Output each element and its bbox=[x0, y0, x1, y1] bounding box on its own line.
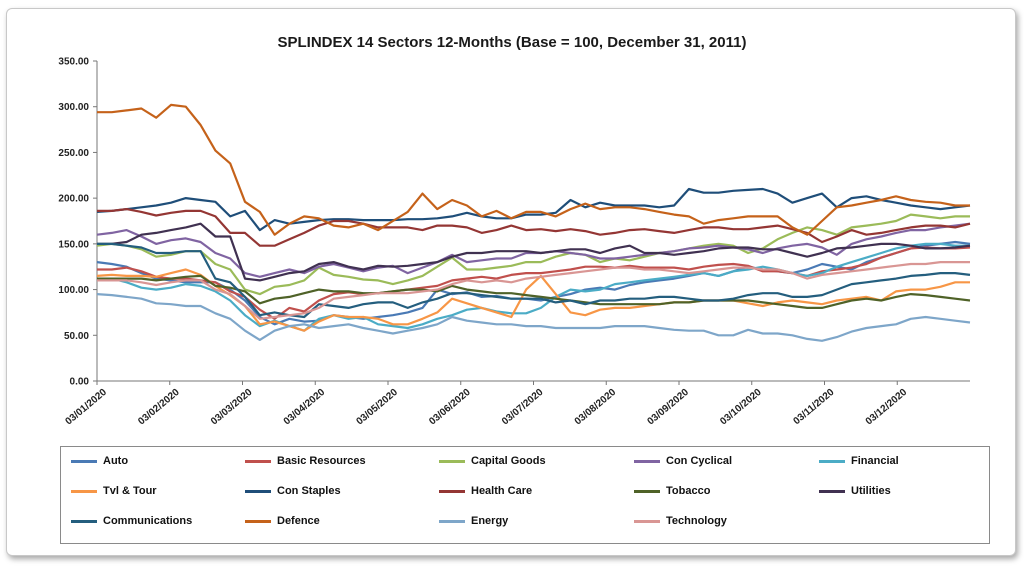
legend-label: Financial bbox=[851, 455, 899, 467]
legend-item: Basic Resources bbox=[245, 455, 366, 467]
y-tick-label: 350.00 bbox=[58, 57, 89, 68]
chart-title: SPLINDEX 14 Sectors 12-Months (Base = 10… bbox=[277, 34, 747, 51]
legend-label: Technology bbox=[666, 515, 727, 527]
legend-item: Defence bbox=[245, 515, 320, 527]
legend-item: Tvl & Tour bbox=[71, 485, 157, 497]
series-line-communications bbox=[97, 242, 971, 319]
legend-swatch bbox=[71, 519, 97, 523]
legend-label: Con Staples bbox=[277, 485, 341, 497]
legend-label: Basic Resources bbox=[277, 455, 366, 467]
legend-swatch bbox=[71, 489, 97, 493]
plot-area: 0.00 50.00 100.00 150.00 200.00 250.00 300.00 3… bbox=[58, 57, 971, 428]
y-tick-label: 300.00 bbox=[58, 102, 89, 113]
x-tick-label: 03/10/2020 bbox=[718, 387, 764, 428]
legend-swatch bbox=[71, 459, 97, 463]
legend-item: Energy bbox=[439, 515, 508, 527]
legend-swatch bbox=[634, 459, 660, 463]
legend-swatch bbox=[634, 489, 660, 493]
legend-swatch bbox=[245, 459, 271, 463]
series-line-con-staples bbox=[96, 187, 971, 232]
legend-swatch bbox=[819, 459, 845, 463]
series-line-health-care bbox=[97, 208, 971, 247]
series-line-defence bbox=[97, 103, 970, 236]
x-tick-label: 03/07/2020 bbox=[500, 387, 546, 428]
legend-label: Con Cyclical bbox=[666, 455, 733, 467]
legend-label: Health Care bbox=[471, 485, 533, 497]
legend-label: Utilities bbox=[851, 485, 891, 497]
legend-swatch bbox=[439, 519, 465, 523]
legend-swatch bbox=[634, 519, 660, 523]
legend-swatch bbox=[439, 489, 465, 493]
legend-swatch bbox=[245, 489, 271, 493]
legend-label: Auto bbox=[103, 455, 129, 467]
y-tick-label: 250.00 bbox=[58, 148, 89, 159]
series-line-energy bbox=[96, 293, 971, 342]
legend-item: Capital Goods bbox=[439, 455, 546, 467]
x-tick-label: 03/03/2020 bbox=[209, 387, 255, 428]
legend-item: Tobacco bbox=[634, 485, 710, 497]
legend-swatch bbox=[245, 519, 271, 523]
x-tick-label: 03/11/2020 bbox=[791, 387, 836, 428]
legend-swatch bbox=[819, 489, 845, 493]
y-tick-label: 50.00 bbox=[64, 331, 89, 342]
legend-item: Con Cyclical bbox=[634, 455, 732, 467]
legend-item: Health Care bbox=[439, 485, 532, 497]
legend-item: Utilities bbox=[819, 485, 891, 497]
y-tick-label: 150.00 bbox=[58, 239, 89, 250]
legend-label: Communications bbox=[103, 515, 193, 527]
series-line-tobacco bbox=[97, 274, 971, 309]
x-tick-label: 03/04/2020 bbox=[282, 387, 328, 428]
legend-label: Tvl & Tour bbox=[103, 485, 157, 497]
legend-item: Con Staples bbox=[245, 485, 341, 497]
legend-label: Defence bbox=[277, 515, 320, 527]
y-tick-label: 200.00 bbox=[58, 194, 89, 205]
x-tick-label: 03/06/2020 bbox=[427, 387, 473, 428]
y-tick-label: 0.00 bbox=[70, 377, 90, 388]
legend-item: Communications bbox=[71, 515, 192, 527]
legend-swatch bbox=[439, 459, 465, 463]
legend-item: Financial bbox=[819, 455, 899, 467]
x-tick-label: 03/05/2020 bbox=[355, 387, 401, 428]
x-tick-label: 03/12/2020 bbox=[864, 387, 910, 428]
legend-label: Capital Goods bbox=[471, 455, 546, 467]
legend: Auto Basic Resources Capital Goods Con Cycl… bbox=[60, 446, 990, 544]
series-line-utilities bbox=[97, 222, 971, 282]
x-tick-label: 03/01/2020 bbox=[64, 387, 110, 428]
legend-item: Technology bbox=[634, 515, 727, 527]
x-tick-label: 03/09/2020 bbox=[646, 387, 692, 428]
y-tick-label: 100.00 bbox=[58, 285, 89, 296]
legend-label: Energy bbox=[471, 515, 509, 527]
series-line-capital-goods bbox=[96, 213, 970, 296]
x-tick-label: 03/02/2020 bbox=[136, 387, 182, 428]
series-line-technology bbox=[97, 261, 970, 320]
legend-item: Auto bbox=[71, 455, 128, 467]
x-tick-label: 03/08/2020 bbox=[573, 387, 619, 428]
series-line-financial bbox=[96, 242, 970, 332]
legend-label: Tobacco bbox=[666, 485, 711, 497]
